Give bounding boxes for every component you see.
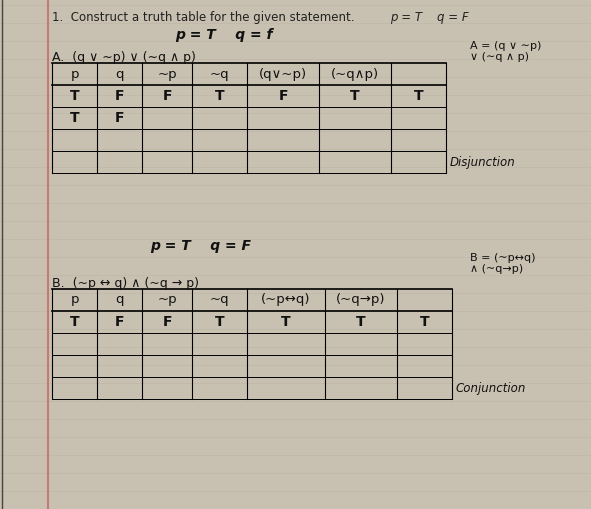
Text: Conjunction: Conjunction: [456, 382, 527, 395]
Text: T: T: [414, 89, 423, 103]
Text: q: q: [115, 294, 124, 306]
Text: ~p: ~p: [157, 294, 177, 306]
Text: T: T: [420, 315, 429, 329]
Text: p = T    q = F: p = T q = F: [150, 239, 251, 253]
Text: F: F: [163, 315, 172, 329]
Text: (q∨~p): (q∨~p): [259, 68, 307, 80]
Text: (~q→p): (~q→p): [336, 294, 386, 306]
Text: ∨ (∼q ∧ p): ∨ (∼q ∧ p): [470, 52, 529, 62]
Text: F: F: [163, 89, 172, 103]
Text: T: T: [281, 315, 291, 329]
Text: 1.  Construct a truth table for the given statement.: 1. Construct a truth table for the given…: [52, 11, 355, 24]
Text: T: T: [356, 315, 366, 329]
Text: A = (q ∨ ∼p): A = (q ∨ ∼p): [470, 41, 541, 51]
Text: T: T: [215, 315, 225, 329]
Text: p: p: [70, 68, 79, 80]
Text: (~q∧p): (~q∧p): [331, 68, 379, 80]
Text: T: T: [350, 89, 360, 103]
Text: B = (~p↔q): B = (~p↔q): [470, 253, 535, 263]
Text: Disjunction: Disjunction: [450, 156, 516, 169]
Text: T: T: [215, 89, 225, 103]
Text: ~p: ~p: [157, 68, 177, 80]
Text: q: q: [115, 68, 124, 80]
Text: F: F: [115, 315, 124, 329]
Text: F: F: [115, 111, 124, 125]
Text: T: T: [70, 111, 79, 125]
Text: p: p: [70, 294, 79, 306]
Text: F: F: [115, 89, 124, 103]
Text: ∧ (~q→p): ∧ (~q→p): [470, 264, 523, 274]
Text: ~q: ~q: [210, 294, 229, 306]
Text: p = T    q = F: p = T q = F: [390, 11, 469, 24]
Text: F: F: [278, 89, 288, 103]
Text: A.  (q ∨ ∼p) ∨ (∼q ∧ p): A. (q ∨ ∼p) ∨ (∼q ∧ p): [52, 51, 196, 64]
Text: p = T    q = f: p = T q = f: [175, 28, 272, 42]
Text: ~q: ~q: [210, 68, 229, 80]
Text: T: T: [70, 89, 79, 103]
Text: B.  (~p ↔ q) ∧ (~q → p): B. (~p ↔ q) ∧ (~q → p): [52, 277, 199, 290]
Text: T: T: [70, 315, 79, 329]
Text: (~p↔q): (~p↔q): [261, 294, 311, 306]
